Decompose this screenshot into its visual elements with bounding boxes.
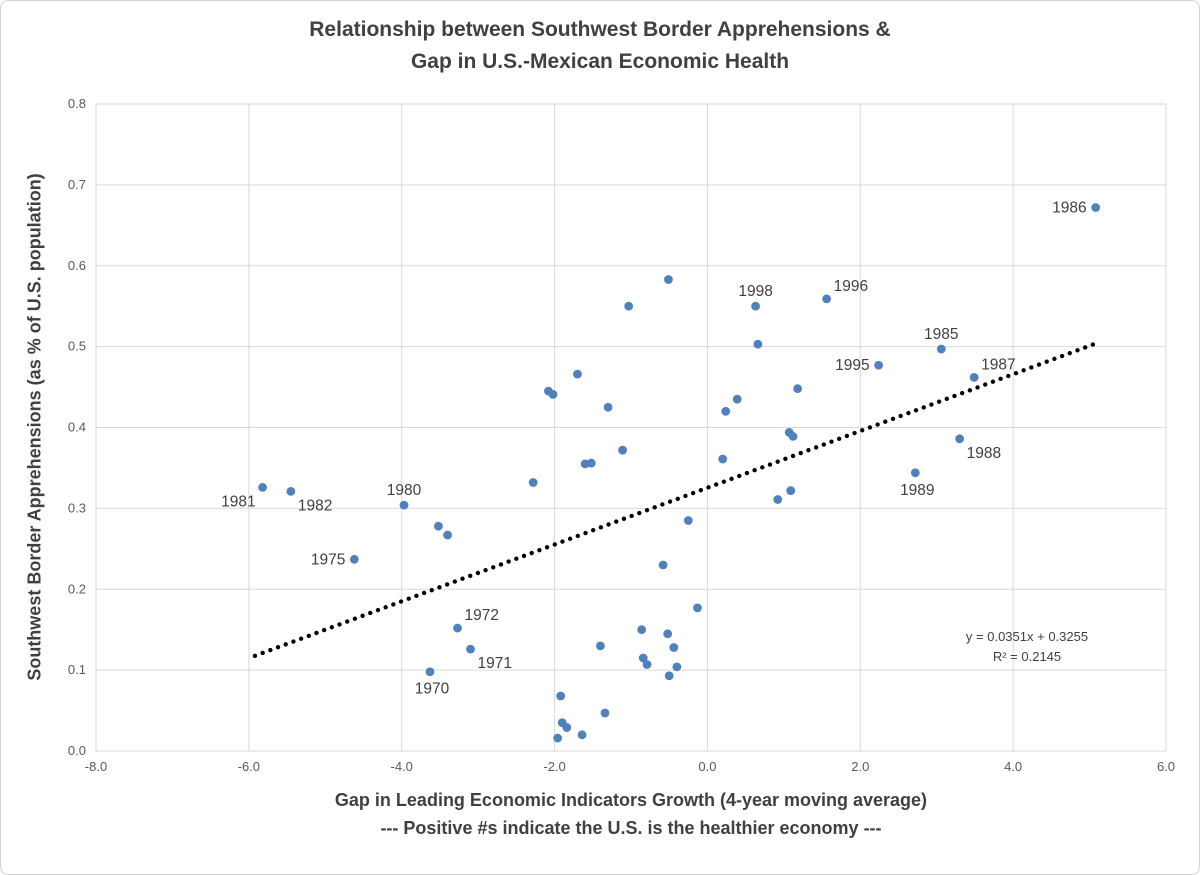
data-point	[683, 516, 693, 525]
point-label: 1980	[387, 482, 422, 499]
data-point	[822, 294, 832, 304]
data-point	[751, 301, 760, 311]
data-point	[562, 723, 572, 732]
point-label: 1989	[900, 482, 934, 499]
y-axis-title: Southwest Border Apprehensions (as % of …	[24, 173, 45, 681]
y-tick-label: 0.0	[68, 743, 86, 758]
data-point	[528, 478, 538, 487]
data-point	[773, 495, 783, 504]
data-point	[874, 360, 884, 370]
x-tick-label: -8.0	[85, 759, 107, 774]
data-point	[693, 603, 702, 613]
data-point	[721, 406, 731, 416]
data-point	[624, 301, 634, 311]
point-label: 1971	[478, 655, 512, 672]
data-point	[443, 530, 452, 540]
data-point	[1091, 203, 1101, 212]
data-point	[553, 733, 563, 743]
data-point	[258, 482, 268, 492]
data-point	[577, 730, 587, 740]
data-point	[399, 500, 409, 510]
r-squared-text: R² = 0.2145	[992, 649, 1062, 664]
data-point	[786, 486, 796, 495]
data-point	[556, 691, 566, 701]
data-point	[936, 344, 946, 354]
y-tick-label: 0.8	[68, 96, 86, 111]
data-point	[638, 653, 648, 663]
data-point	[596, 641, 605, 651]
point-label: 1995	[835, 357, 869, 374]
data-point	[910, 468, 920, 478]
data-point	[586, 458, 596, 468]
y-tick-label: 0.7	[68, 177, 86, 192]
x-tick-label: 0.0	[698, 759, 716, 774]
x-axis-title-line1: Gap in Leading Economic Indicators Growt…	[334, 790, 928, 810]
point-label: 1985	[924, 326, 958, 343]
data-point	[969, 372, 979, 382]
point-label: 1987	[981, 356, 1015, 373]
data-point	[425, 667, 435, 677]
x-axis-title-line2: --- Positive #s indicate the U.S. is the…	[380, 818, 882, 838]
data-point	[955, 434, 965, 444]
trendline	[252, 340, 1101, 659]
point-label: 1988	[967, 445, 1001, 462]
x-tick-label: -6.0	[238, 759, 260, 774]
data-point	[349, 554, 359, 564]
point-label: 1981	[221, 493, 255, 510]
chart-title-line1: Relationship between Southwest Border Ap…	[309, 18, 891, 41]
data-point	[664, 275, 673, 284]
data-point	[548, 389, 558, 399]
x-tick-label: -4.0	[391, 759, 413, 774]
data-point	[718, 454, 728, 464]
data-point	[732, 394, 742, 404]
point-label: 1986	[1052, 200, 1086, 217]
y-tick-label: 0.6	[68, 258, 86, 273]
trendline-equation: y = 0.0351x + 0.3255 R² = 0.2145	[937, 627, 1117, 667]
x-tick-label: 4.0	[1004, 759, 1022, 774]
data-point	[453, 623, 462, 633]
data-point	[658, 560, 668, 570]
y-tick-label: 0.5	[68, 339, 86, 354]
y-tick-label: 0.1	[68, 662, 86, 677]
x-tick-label: 6.0	[1157, 759, 1175, 774]
x-axis-title: Gap in Leading Economic Indicators Growt…	[96, 786, 1166, 842]
data-point	[600, 708, 610, 718]
point-label: 1996	[834, 278, 868, 295]
chart-title: Relationship between Southwest Border Ap…	[1, 14, 1199, 78]
data-point	[573, 369, 582, 379]
data-point	[672, 662, 682, 672]
point-label: 1998	[738, 283, 772, 300]
data-point	[793, 384, 803, 394]
data-point	[434, 521, 443, 531]
data-point	[669, 643, 679, 652]
x-tick-label: -2.0	[543, 759, 565, 774]
data-point	[637, 625, 647, 635]
data-point	[618, 445, 627, 455]
data-point	[664, 671, 674, 681]
y-tick-label: 0.4	[68, 420, 86, 435]
y-tick-label: 0.3	[68, 500, 86, 515]
data-point	[788, 431, 798, 441]
data-point	[753, 339, 763, 349]
point-label: 1970	[415, 681, 450, 698]
x-tick-label: 2.0	[851, 759, 869, 774]
data-point	[642, 660, 652, 669]
chart-title-line2: Gap in U.S.-Mexican Economic Health	[410, 50, 790, 73]
y-tick-label: 0.2	[68, 581, 86, 596]
data-point	[663, 629, 673, 639]
data-point	[603, 402, 613, 412]
data-point	[286, 486, 296, 496]
equation-text: y = 0.0351x + 0.3255	[965, 629, 1089, 644]
point-label: 1975	[311, 551, 345, 568]
data-point	[466, 644, 475, 654]
point-label: 1982	[298, 497, 332, 514]
point-label: 1972	[465, 607, 499, 624]
